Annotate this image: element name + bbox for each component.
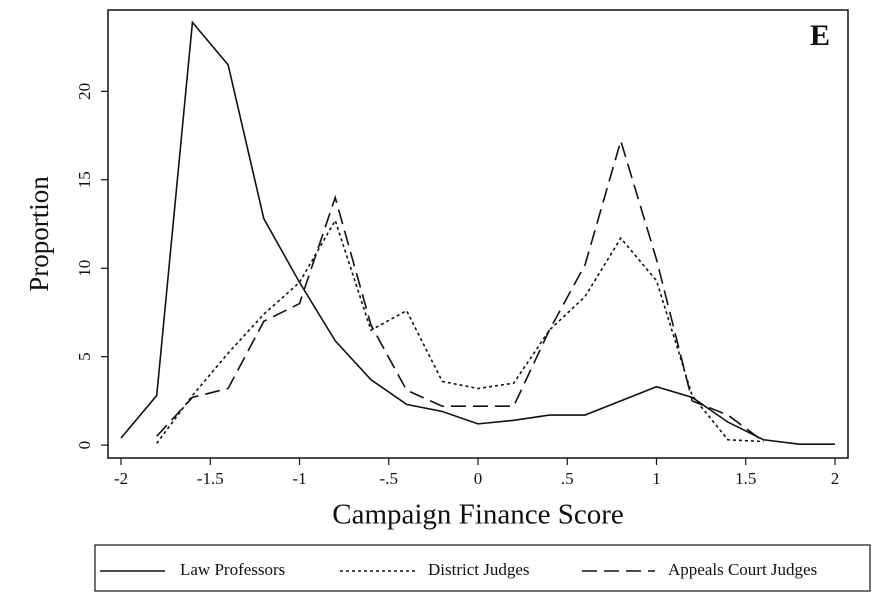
x-tick-label: 1.5 (735, 469, 756, 488)
x-tick-label: .5 (561, 469, 574, 488)
y-tick-label: 20 (75, 83, 94, 100)
x-tick-label: -1 (292, 469, 306, 488)
x-tick-label: 1 (652, 469, 661, 488)
x-tick-label: 0 (474, 469, 483, 488)
x-axis-label: Campaign Finance Score (332, 499, 624, 531)
x-tick-label: -.5 (380, 469, 398, 488)
y-tick-label: 5 (75, 352, 94, 361)
y-tick-label: 10 (75, 260, 94, 277)
series-line (156, 138, 765, 443)
y-tick-label: 15 (75, 171, 94, 188)
y-axis-label: Proportion (24, 176, 54, 292)
series-line (120, 20, 835, 446)
legend-box (94, 544, 871, 592)
y-tick-label: 0 (75, 441, 94, 450)
legend-label: District Judges (428, 560, 530, 579)
x-tick-label: -1.5 (197, 469, 224, 488)
x-tick-label: -2 (114, 469, 128, 488)
series-line (156, 218, 764, 444)
panel-label: E (810, 19, 830, 52)
x-tick-label: 2 (831, 469, 840, 488)
legend-label: Law Professors (180, 560, 285, 579)
legend-label: Appeals Court Judges (668, 560, 817, 579)
